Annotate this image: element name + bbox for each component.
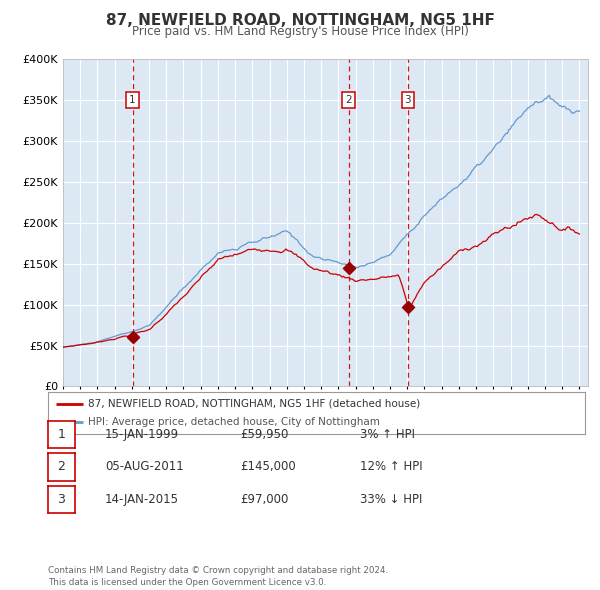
- Text: 33% ↓ HPI: 33% ↓ HPI: [360, 493, 422, 506]
- Point: [128, 333, 137, 342]
- Text: 12% ↑ HPI: 12% ↑ HPI: [360, 460, 422, 474]
- Text: £59,950: £59,950: [240, 428, 289, 441]
- Text: £97,000: £97,000: [240, 493, 289, 506]
- Point: [344, 263, 353, 273]
- Text: 2: 2: [58, 460, 65, 474]
- Text: 1: 1: [129, 95, 136, 105]
- Text: 2: 2: [345, 95, 352, 105]
- Text: 3: 3: [58, 493, 65, 506]
- Text: 87, NEWFIELD ROAD, NOTTINGHAM, NG5 1HF: 87, NEWFIELD ROAD, NOTTINGHAM, NG5 1HF: [106, 13, 494, 28]
- Text: Price paid vs. HM Land Registry's House Price Index (HPI): Price paid vs. HM Land Registry's House …: [131, 25, 469, 38]
- Text: 87, NEWFIELD ROAD, NOTTINGHAM, NG5 1HF (detached house): 87, NEWFIELD ROAD, NOTTINGHAM, NG5 1HF (…: [88, 399, 421, 409]
- Text: 1: 1: [58, 428, 65, 441]
- Text: Contains HM Land Registry data © Crown copyright and database right 2024.
This d: Contains HM Land Registry data © Crown c…: [48, 566, 388, 587]
- Point: [403, 302, 413, 312]
- Text: 3% ↑ HPI: 3% ↑ HPI: [360, 428, 415, 441]
- Text: 05-AUG-2011: 05-AUG-2011: [105, 460, 184, 474]
- Text: 15-JAN-1999: 15-JAN-1999: [105, 428, 179, 441]
- Text: 3: 3: [404, 95, 411, 105]
- Text: £145,000: £145,000: [240, 460, 296, 474]
- Text: 14-JAN-2015: 14-JAN-2015: [105, 493, 179, 506]
- Text: HPI: Average price, detached house, City of Nottingham: HPI: Average price, detached house, City…: [88, 417, 380, 427]
